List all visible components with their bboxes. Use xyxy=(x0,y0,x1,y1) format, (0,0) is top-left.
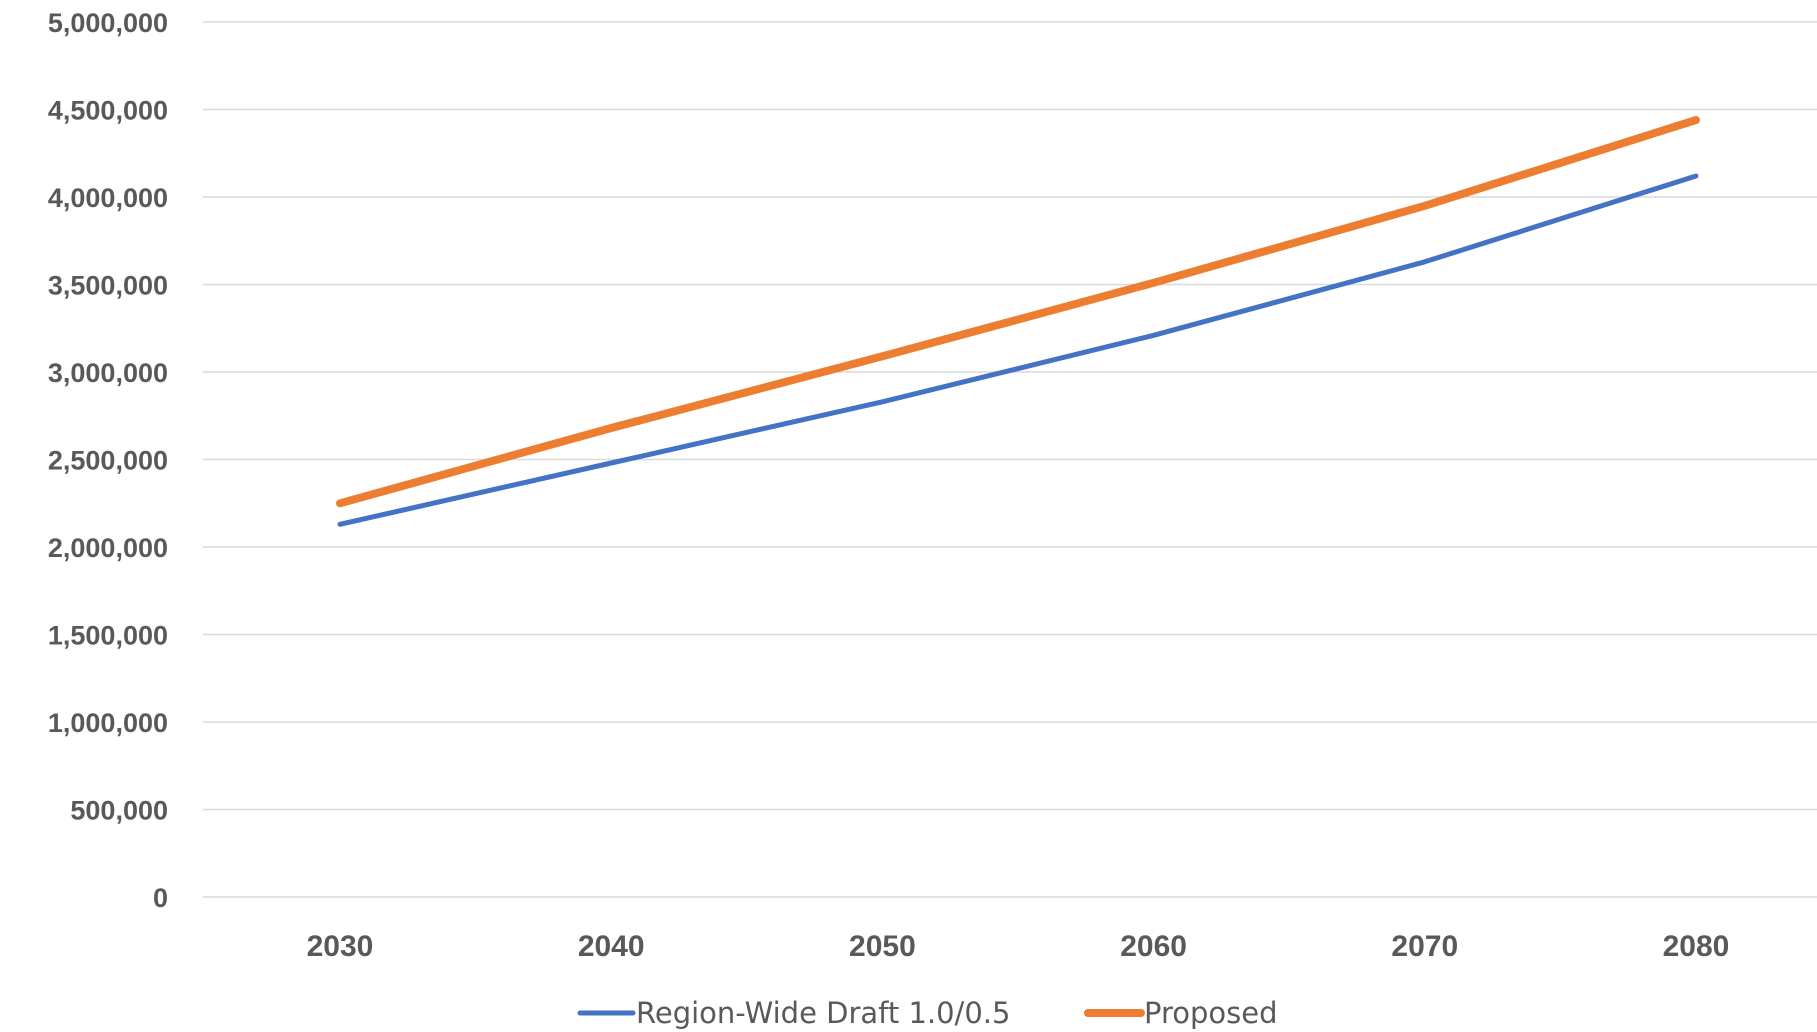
x-tick-label: 2080 xyxy=(1663,930,1730,963)
legend-label: Proposed xyxy=(1144,996,1278,1030)
y-tick-label: 1,500,000 xyxy=(48,621,168,651)
x-tick-label: 2070 xyxy=(1391,930,1458,963)
y-tick-label: 1,000,000 xyxy=(48,708,168,738)
y-tick-label: 4,500,000 xyxy=(48,96,168,126)
y-tick-label: 3,000,000 xyxy=(48,358,168,388)
legend-label: Region-Wide Draft 1.0/0.5 xyxy=(636,996,1010,1030)
y-tick-label: 500,000 xyxy=(70,796,168,826)
x-tick-label: 2040 xyxy=(578,930,645,963)
y-tick-label: 0 xyxy=(153,883,168,913)
y-axis-tick-labels: 0 500,000 1,000,000 1,500,000 2,000,000 2,500… xyxy=(48,8,168,913)
y-tick-label: 5,000,000 xyxy=(48,8,168,38)
y-tick-label: 2,000,000 xyxy=(48,533,168,563)
y-tick-label: 2,500,000 xyxy=(48,446,168,476)
series-lines xyxy=(336,116,1700,527)
x-tick-label: 2050 xyxy=(849,930,916,963)
x-axis-tick-labels: 2030 2040 2050 2060 2070 2080 xyxy=(307,930,1730,963)
gridlines xyxy=(203,21,1817,898)
series-line-1 xyxy=(337,173,1699,527)
y-tick-label: 4,000,000 xyxy=(48,183,168,213)
series-line-2 xyxy=(336,116,1700,508)
x-tick-label: 2030 xyxy=(307,930,374,963)
y-tick-label: 3,500,000 xyxy=(48,271,168,301)
legend: Region-Wide Draft 1.0/0.5 Proposed xyxy=(577,996,1278,1030)
x-tick-label: 2060 xyxy=(1120,930,1187,963)
